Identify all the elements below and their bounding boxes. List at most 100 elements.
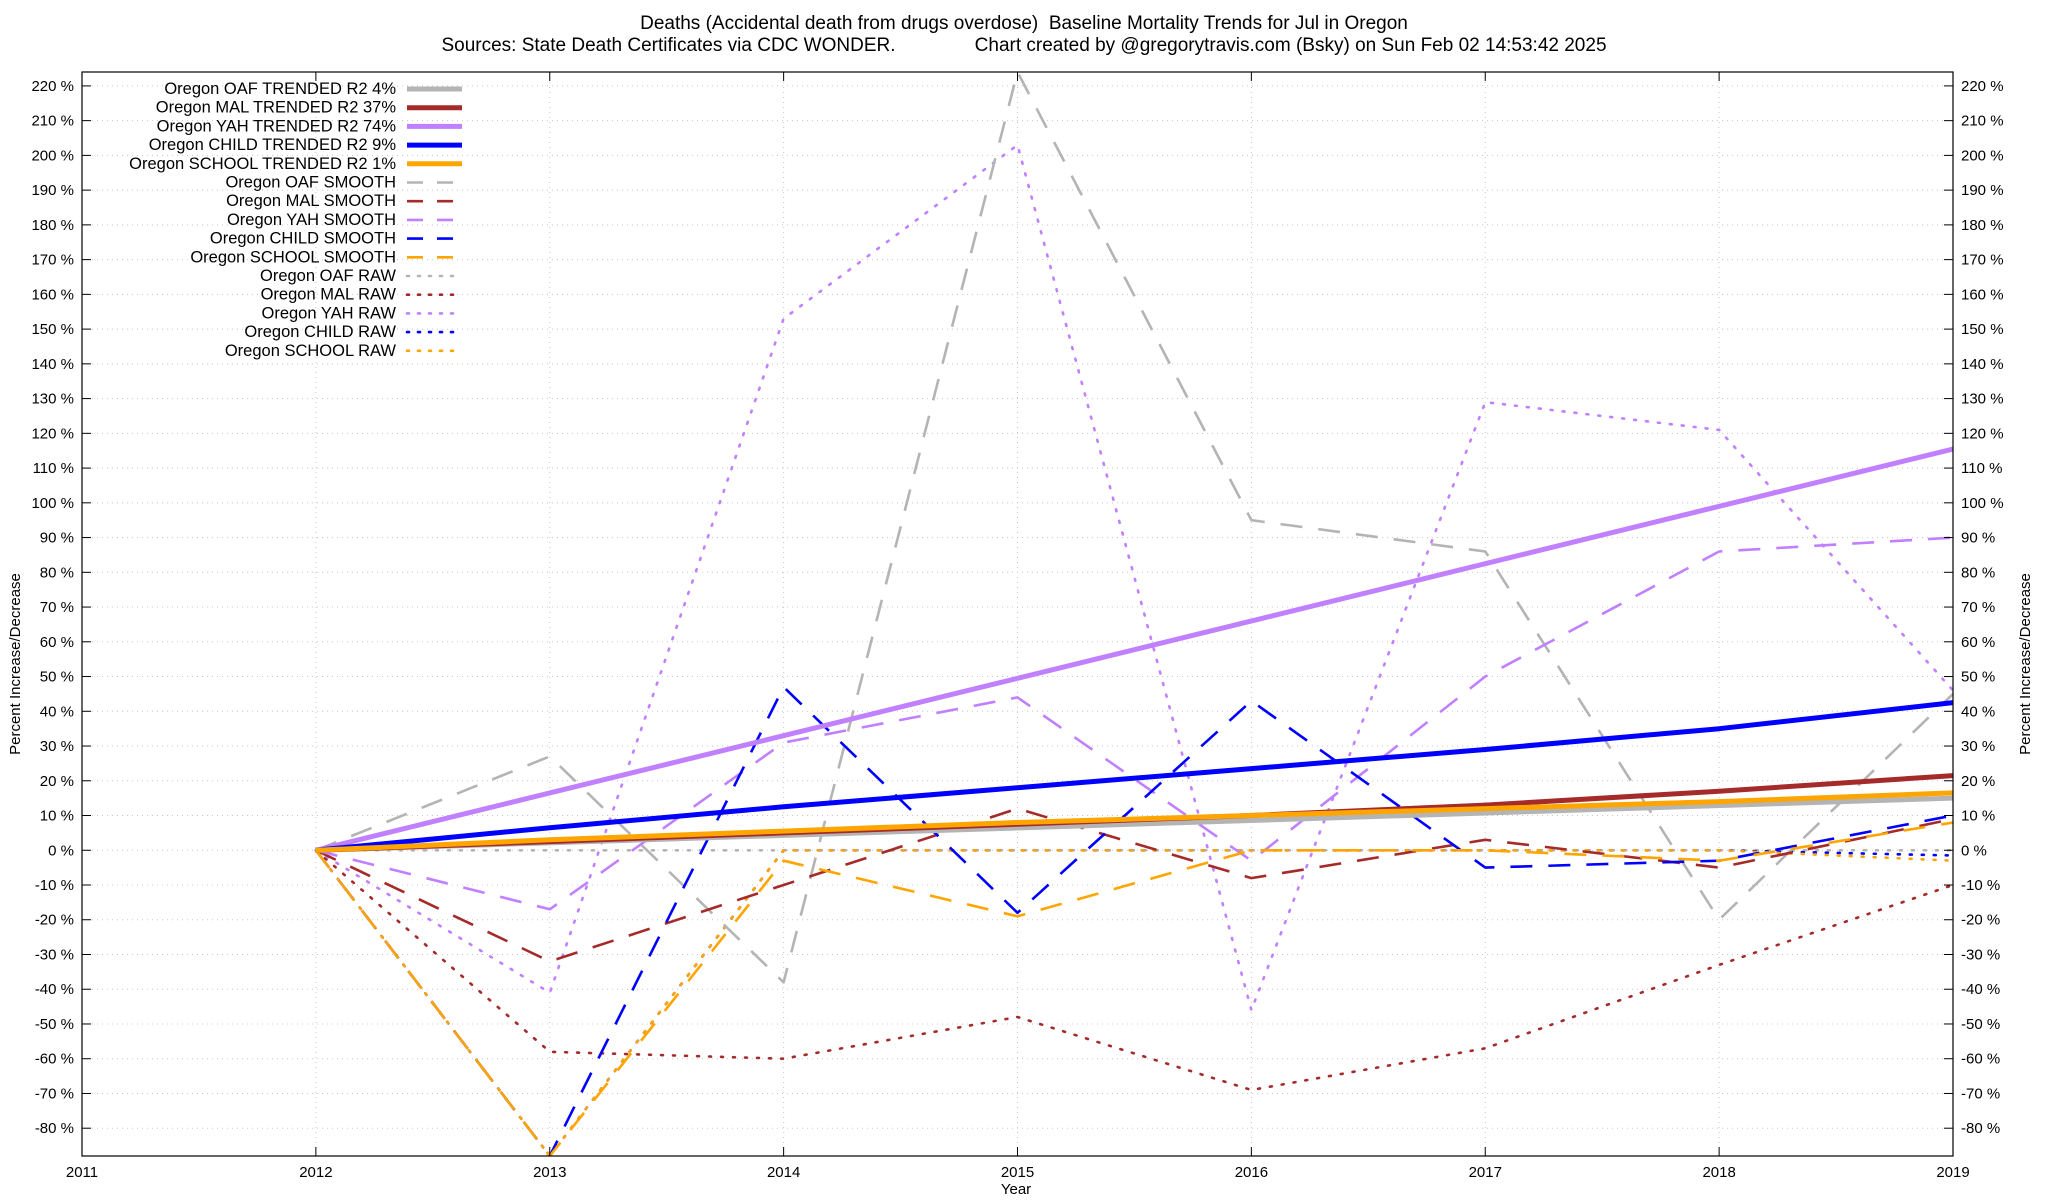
legend-label: Oregon CHILD TRENDED R2 9% [149, 136, 397, 154]
series-line-7 [315, 536, 1953, 911]
series-line-3 [315, 700, 1953, 853]
legend-label: Oregon OAF RAW [260, 267, 396, 285]
y-tick-label-left: 100 % [31, 495, 74, 512]
y-tick-label-right: 120 % [1961, 425, 2004, 442]
y-tick-label-right: 200 % [1961, 147, 2004, 164]
y-tick-label-right: 140 % [1961, 356, 2004, 373]
y-tick-label-left: 180 % [31, 217, 74, 234]
y-tick-label-right: 100 % [1961, 495, 2004, 512]
y-tick-label-left: -20 % [35, 912, 74, 929]
y-tick-label-right: 130 % [1961, 391, 2004, 408]
legend-label: Oregon CHILD SMOOTH [210, 230, 396, 248]
y-axis-label-left: Percent Increase/Decrease [7, 573, 24, 755]
y-tick-label-right: 10 % [1961, 808, 1995, 825]
y-tick-label-left: 30 % [40, 738, 74, 755]
legend-label: Oregon SCHOOL TRENDED R2 1% [129, 155, 396, 173]
x-tick-label: 2019 [1936, 1164, 1969, 1181]
y-tick-label-left: 150 % [31, 321, 74, 338]
x-tick-label: 2013 [533, 1164, 566, 1181]
x-tick-label: 2017 [1469, 1164, 1502, 1181]
legend-label: Oregon MAL SMOOTH [226, 192, 396, 210]
y-tick-label-left: 10 % [40, 808, 74, 825]
legend-label: Oregon MAL RAW [261, 286, 397, 304]
series-line-8 [314, 685, 1953, 1156]
x-tick-label: 2016 [1235, 1164, 1268, 1181]
axes: 2011 2012 2013 2014 2015 2016 2017 2018 2019 -80 … [31, 71, 2004, 1181]
y-tick-label-right: -30 % [1961, 946, 2000, 963]
y-tick-label-right: -40 % [1961, 981, 2000, 998]
y-tick-label-left: -60 % [35, 1051, 74, 1068]
y-tick-label-right: 0 % [1961, 842, 1987, 859]
legend: Oregon OAF TRENDED R2 4%Oregon MAL TREND… [129, 80, 464, 360]
y-tick-label-left: 0 % [48, 842, 74, 859]
y-tick-label-left: -40 % [35, 981, 74, 998]
y-tick-label-left: -30 % [35, 946, 74, 963]
x-axis-label: Year [1001, 1181, 1031, 1198]
y-tick-label-left: 50 % [40, 669, 74, 686]
y-tick-label-left: 70 % [40, 599, 74, 616]
y-tick-label-left: 90 % [40, 530, 74, 547]
y-tick-label-right: 160 % [1961, 286, 2004, 303]
y-tick-label-left: -10 % [35, 877, 74, 894]
series-line-4 [315, 790, 1953, 853]
series-line-9 [314, 821, 1953, 1156]
legend-label: Oregon CHILD RAW [244, 323, 396, 341]
y-tick-label-right: 70 % [1961, 599, 1995, 616]
y-tick-label-right: 150 % [1961, 321, 2004, 338]
y-tick-label-right: -60 % [1961, 1051, 2000, 1068]
series-line-5 [315, 72, 1953, 984]
grid [81, 72, 1954, 1156]
y-tick-label-right: -20 % [1961, 912, 2000, 929]
legend-label: Oregon YAH RAW [262, 304, 397, 322]
y-tick-label-left: 140 % [31, 356, 74, 373]
y-tick-label-left: 170 % [31, 252, 74, 269]
y-tick-label-left: 220 % [31, 78, 74, 95]
y-tick-label-right: 80 % [1961, 564, 1995, 581]
y-tick-label-left: 60 % [40, 634, 74, 651]
x-tick-label: 2018 [1702, 1164, 1735, 1181]
series-line-12 [314, 143, 1953, 1012]
series-line-11 [314, 848, 1953, 1092]
y-tick-label-right: -10 % [1961, 877, 2000, 894]
y-tick-label-right: -80 % [1961, 1120, 2000, 1137]
series-line-2 [315, 446, 1953, 853]
y-tick-label-right: 50 % [1961, 669, 1995, 686]
y-tick-label-right: -70 % [1961, 1085, 2000, 1102]
y-tick-label-left: -80 % [35, 1120, 74, 1137]
x-tick-label: 2015 [1001, 1164, 1034, 1181]
y-tick-label-right: 40 % [1961, 703, 1995, 720]
y-tick-label-right: 30 % [1961, 738, 1995, 755]
legend-label: Oregon SCHOOL RAW [225, 342, 397, 360]
legend-label: Oregon SCHOOL SMOOTH [190, 248, 396, 266]
y-tick-label-right: 110 % [1961, 460, 2002, 477]
y-tick-label-right: 180 % [1961, 217, 2004, 234]
y-tick-label-left: 80 % [40, 564, 74, 581]
y-tick-label-right: 220 % [1961, 78, 2004, 95]
y-tick-label-right: 210 % [1961, 113, 2004, 130]
y-tick-label-left: 200 % [31, 147, 74, 164]
y-tick-label-left: 130 % [31, 391, 74, 408]
legend-label: Oregon YAH SMOOTH [227, 211, 396, 229]
y-tick-label-right: 90 % [1961, 530, 1995, 547]
legend-label: Oregon YAH TRENDED R2 74% [157, 117, 397, 135]
y-tick-label-left: 20 % [40, 773, 74, 790]
y-tick-label-left: 190 % [31, 182, 74, 199]
legend-label: Oregon OAF SMOOTH [225, 174, 396, 192]
y-tick-label-left: -70 % [35, 1085, 74, 1102]
x-tick-label: 2011 [66, 1164, 98, 1181]
y-tick-label-left: 110 % [33, 460, 74, 477]
y-tick-label-right: 20 % [1961, 773, 1995, 790]
chart-title: Deaths (Accidental death from drugs over… [640, 13, 1408, 34]
y-tick-label-left: -50 % [35, 1016, 74, 1033]
series-line-14 [314, 848, 1953, 1156]
y-tick-label-right: 60 % [1961, 634, 1995, 651]
y-tick-label-right: 190 % [1961, 182, 2004, 199]
y-tick-label-left: 160 % [31, 286, 74, 303]
y-tick-label-left: 40 % [40, 703, 74, 720]
legend-label: Oregon OAF TRENDED R2 4% [164, 80, 396, 98]
legend-label: Oregon MAL TRENDED R2 37% [156, 99, 397, 117]
chart-subtitle: Sources: State Death Certificates via CD… [441, 35, 1607, 56]
series-lines [314, 72, 1953, 1156]
x-tick-label: 2014 [767, 1164, 800, 1181]
